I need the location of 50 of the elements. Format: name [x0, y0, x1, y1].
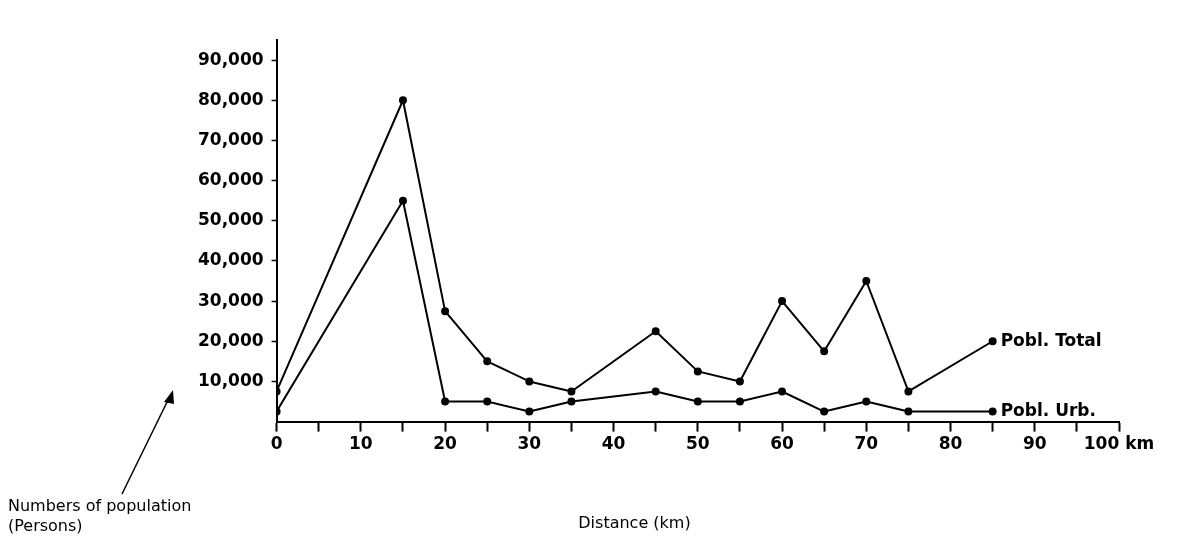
point: [567, 387, 576, 396]
point: [483, 397, 492, 406]
x-tick-label: 80: [938, 433, 963, 454]
point: [441, 397, 450, 406]
point: [735, 377, 744, 386]
point: [988, 407, 997, 416]
y-tick-label: 40,000: [197, 249, 264, 270]
y-tick-label: 10,000: [197, 369, 264, 390]
point: [820, 407, 829, 416]
point: [651, 387, 660, 396]
point: [567, 397, 576, 406]
series-label: Pobl. Total: [1000, 329, 1102, 350]
point: [862, 277, 871, 286]
y-tick-label: 50,000: [197, 209, 264, 230]
x-tick-label: 40: [601, 433, 626, 454]
point: [820, 347, 829, 356]
y-tick-label: 20,000: [197, 329, 264, 350]
y-tick-label: 90,000: [197, 48, 264, 69]
point: [693, 367, 702, 376]
x-tick-label: 50: [685, 433, 710, 454]
point: [778, 297, 787, 306]
point: [483, 357, 492, 366]
x-tick-label: 30: [517, 433, 542, 454]
point: [525, 407, 534, 416]
point: [693, 397, 702, 406]
x-tick-label: 70: [854, 433, 879, 454]
point: [398, 96, 407, 105]
y-axis-title: Numbers of population (Persons): [8, 496, 193, 536]
y-tick-label: 60,000: [197, 169, 264, 190]
point: [398, 196, 407, 205]
point: [651, 327, 660, 336]
x-tick-label: 10: [349, 433, 373, 454]
point: [904, 407, 913, 416]
x-axis-title: Distance (km): [578, 513, 691, 532]
x-tick-label: 20: [433, 433, 458, 454]
y-tick-label: 30,000: [197, 289, 264, 310]
series-label: Pobl. Urb.: [1000, 399, 1096, 420]
x-tick-label: 90: [1022, 433, 1047, 454]
y-tick-label: 80,000: [197, 88, 264, 109]
x-tick-label: 100 km: [1083, 433, 1155, 454]
x-tick-label: 60: [770, 433, 795, 454]
point: [988, 337, 997, 346]
point: [904, 387, 913, 396]
y-tick-label: 70,000: [197, 128, 264, 149]
point: [525, 377, 534, 386]
point: [441, 307, 450, 316]
point: [778, 387, 787, 396]
x-tick-label: 0: [270, 433, 283, 454]
point: [862, 397, 871, 406]
point: [735, 397, 744, 406]
